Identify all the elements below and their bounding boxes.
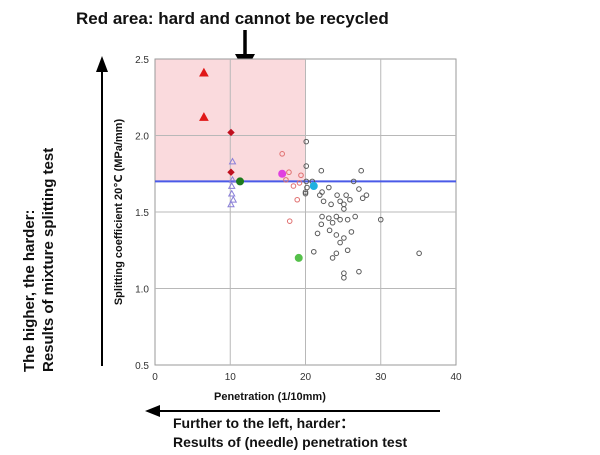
diamond-point	[227, 168, 235, 176]
circle-point	[326, 184, 332, 191]
left-arrow-head	[145, 405, 160, 417]
circle-point	[350, 178, 357, 185]
triangle-point	[229, 195, 238, 203]
circle-point	[334, 192, 340, 198]
x-tick-label: 10	[225, 372, 237, 383]
circle-point	[333, 213, 340, 220]
circle-point	[343, 192, 349, 198]
circle-point	[341, 206, 347, 212]
y-tick-label: 1.5	[135, 208, 149, 219]
circle-point	[303, 138, 310, 145]
triangle-point	[199, 112, 209, 121]
circle-point	[278, 169, 287, 178]
circle-point	[363, 192, 370, 198]
triangle-point	[228, 157, 237, 165]
circle-point	[283, 177, 289, 183]
circle-point	[341, 274, 347, 281]
circle-point	[329, 255, 336, 261]
circle-point	[328, 201, 334, 208]
circle-point	[337, 239, 343, 246]
triangle-point	[199, 67, 209, 77]
penetration-note-line1: Further to the left, harder：	[173, 415, 355, 431]
circle-point	[326, 227, 333, 234]
circle-point	[319, 213, 325, 220]
circle-point	[352, 213, 358, 220]
circle-point	[333, 250, 340, 257]
circle-point	[298, 172, 304, 179]
circle-point	[358, 167, 364, 174]
triangle-point	[228, 175, 237, 183]
circle-point	[329, 219, 336, 226]
circle-point	[377, 216, 384, 223]
circle-point	[337, 198, 343, 205]
circle-point	[333, 232, 340, 238]
circle-point	[359, 195, 366, 202]
circle-point	[302, 190, 309, 197]
circle-point	[341, 201, 347, 208]
circle-point	[344, 216, 351, 223]
y-tick-label: 1.0	[135, 285, 149, 296]
circle-point	[318, 221, 325, 228]
up-arrow-head	[96, 56, 108, 72]
circle-point	[326, 215, 332, 221]
circle-point	[294, 253, 303, 262]
circle-point	[286, 169, 292, 176]
x-tick-label: 20	[300, 372, 312, 383]
circle-point	[236, 177, 245, 186]
penetration-note-line2: Results of (needle) penetration test	[173, 434, 408, 450]
circle-point	[344, 247, 351, 254]
x-tick-label: 30	[375, 372, 387, 383]
circle-point	[356, 186, 362, 192]
circle-point	[309, 181, 318, 190]
y-tick-label: 2.5	[135, 55, 149, 66]
circle-point	[294, 196, 301, 203]
triangle-point	[227, 189, 236, 197]
circle-point	[316, 192, 323, 198]
x-tick-label: 40	[450, 372, 462, 383]
circle-point	[348, 229, 355, 235]
circle-point	[416, 250, 422, 257]
circle-point	[303, 178, 310, 185]
circle-point	[290, 183, 297, 189]
circle-point	[310, 248, 317, 255]
diamond-point	[227, 128, 235, 137]
y-tick-label: 2.0	[135, 132, 149, 143]
circle-point	[341, 270, 347, 277]
plot-area: 0 10 20 30 40 0.5 1.0 1.5 2.0 2.5	[135, 55, 462, 383]
circle-point	[356, 268, 362, 275]
circle-point	[347, 196, 353, 203]
x-axis-label: Penetration (1/10mm)	[214, 391, 326, 403]
x-tick-label: 0	[152, 372, 158, 383]
hard-region-note: Red area: hard and cannot be recycled	[76, 9, 389, 28]
circle-point	[296, 180, 303, 186]
circle-point	[318, 167, 325, 174]
circle-point	[341, 235, 347, 241]
circle-point	[303, 163, 310, 169]
triangle-point	[227, 181, 236, 189]
triangle-point	[227, 200, 235, 208]
penetration-test-note: Further to the left, harder： Results of …	[173, 414, 407, 452]
circle-point	[320, 198, 327, 205]
circle-point	[286, 218, 293, 224]
circle-point	[279, 151, 285, 157]
circle-point	[314, 230, 321, 237]
y-tick-label: 0.5	[135, 361, 149, 372]
circle-point	[337, 216, 343, 223]
